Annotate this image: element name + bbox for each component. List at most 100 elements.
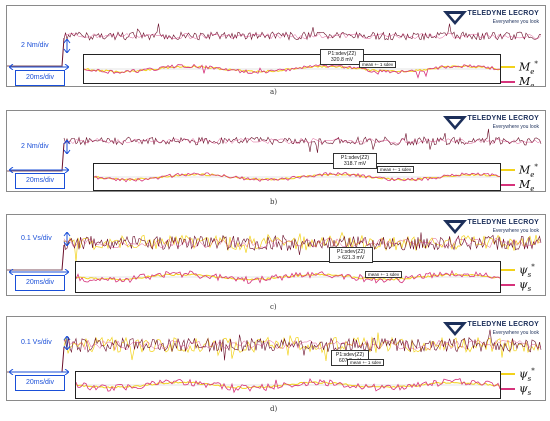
logo-mark-icon	[443, 220, 467, 234]
subfigure-label: c)	[270, 303, 277, 311]
y-scale-arrow-icon	[63, 336, 71, 350]
legend-label: Me	[519, 75, 535, 87]
measurement-box: P1:sdev(Z2) 318.7 mV	[333, 153, 377, 169]
main-trace-area	[7, 128, 542, 172]
zoom-reference-trace	[75, 272, 501, 281]
x-scale-label: 20ms/div	[15, 173, 65, 189]
logo-brand-text: TELEDYNE LECROY	[467, 10, 539, 17]
legend-label: Me*	[519, 60, 538, 76]
legend-label: ψs*	[519, 367, 535, 383]
measurement-title: P1:sdev(Z2)	[336, 249, 366, 255]
y-scale-label: 0.1 Vs/div	[21, 235, 52, 242]
legend-swatch	[501, 388, 515, 390]
subfigure-label: b)	[270, 198, 278, 206]
logo-brand-text: TELEDYNE LECROY	[467, 321, 539, 328]
overlay-trace	[64, 137, 542, 145]
legend-label: ψs	[519, 278, 532, 294]
teledyne-logo: TELEDYNE LECROY Everywhere you look	[443, 9, 539, 31]
y-scale-arrow-icon	[63, 140, 71, 154]
overlay-trace	[63, 32, 542, 40]
scope-panel-c: TELEDYNE LECROY Everywhere you look 0.1 Vs…	[6, 214, 546, 296]
zoom-inset	[83, 54, 501, 84]
legend-entry: ψs	[501, 278, 545, 294]
zoom-measured-trace	[75, 269, 501, 284]
legend-entry: ψs*	[501, 367, 545, 383]
legend: Me* Me	[501, 163, 545, 192]
logo-mark-icon	[443, 322, 467, 336]
x-scale-label: 20ms/div	[15, 70, 65, 86]
measured-trace	[63, 232, 542, 256]
measured-trace	[63, 23, 542, 41]
x-scale-arrow-icon	[9, 167, 69, 173]
legend-entry: Me	[501, 178, 545, 192]
measurement-box: P1:sdev(Z2) 320.8 mV	[320, 49, 364, 65]
logo-brand-text: TELEDYNE LECROY	[467, 219, 539, 226]
overlay-trace	[63, 237, 542, 249]
y-scale-label: 0.1 Vs/div	[21, 339, 52, 346]
legend-swatch	[501, 81, 515, 83]
logo-mark-icon	[443, 116, 467, 130]
legend-swatch	[501, 373, 515, 375]
legend-entry: Me	[501, 75, 545, 87]
measurement-value: > 621.3 mV	[337, 255, 365, 261]
teledyne-logo: TELEDYNE LECROY Everywhere you look	[443, 218, 539, 240]
main-trace-area	[7, 231, 542, 271]
scope-panel-b: TELEDYNE LECROY Everywhere you look 2 Nm/d…	[6, 110, 546, 192]
x-scale-label: 20ms/div	[15, 275, 65, 291]
logo-brand-text: TELEDYNE LECROY	[467, 115, 539, 122]
y-scale-arrow-icon	[63, 39, 71, 53]
measurement-box: P1:sdev(Z2) > 621.3 mV	[329, 247, 373, 263]
logo-tagline: Everywhere you look	[492, 228, 539, 234]
zoom-inset	[75, 371, 501, 399]
legend: ψs* ψs	[501, 263, 545, 294]
main-trace-area	[7, 23, 542, 67]
teledyne-logo: TELEDYNE LECROY Everywhere you look	[443, 114, 539, 136]
main-trace-area	[7, 329, 542, 373]
zoom-measured-trace	[93, 172, 501, 183]
mean-label: mean +- 1 sdev	[347, 359, 385, 366]
mean-label: mean +- 1 sdev	[365, 271, 403, 278]
measured-trace	[63, 329, 542, 361]
logo-mark-icon	[443, 11, 467, 25]
legend-swatch	[501, 66, 515, 68]
measurement-value: 320.8 mV	[330, 57, 354, 63]
teledyne-logo: TELEDYNE LECROY Everywhere you look	[443, 320, 539, 342]
reference-trace	[63, 231, 541, 262]
measurement-title: P1:sdev(Z2)	[335, 352, 365, 358]
subfigure-label: a)	[270, 88, 277, 96]
x-scale-arrow-icon	[9, 269, 69, 275]
legend-label: Me*	[519, 163, 538, 179]
legend-swatch	[501, 269, 515, 271]
step-trace	[7, 244, 65, 271]
logo-tagline: Everywhere you look	[492, 330, 539, 336]
legend-swatch	[501, 284, 515, 286]
zoom-trace-area	[75, 377, 501, 394]
zoom-trace-area	[83, 63, 501, 79]
scope-panel-a: TELEDYNE LECROY Everywhere you look 2 Nm/d…	[6, 5, 546, 87]
subfigure-label: d)	[270, 405, 278, 413]
measurement-title: P1:sdev(Z2)	[327, 51, 357, 57]
y-scale-label: 2 Nm/div	[21, 143, 49, 150]
logo-tagline: Everywhere you look	[492, 124, 539, 130]
legend-label: ψs*	[519, 263, 535, 279]
mean-label: mean +- 1 sdev	[377, 166, 415, 173]
zoom-trace-area	[75, 269, 501, 284]
y-scale-arrow-icon	[63, 232, 71, 246]
legend-entry: Me*	[501, 60, 545, 76]
y-scale-label: 2 Nm/div	[21, 42, 49, 49]
scope-panel-d: TELEDYNE LECROY Everywhere you look 0.1 Vs…	[6, 316, 546, 401]
mean-label: mean +- 1 sdev	[359, 61, 397, 68]
legend-entry: Me*	[501, 163, 545, 179]
measurement-title: P1:sdev(Z2)	[340, 155, 370, 161]
legend-swatch	[501, 169, 515, 171]
measurement-value: 318.7 mV	[343, 161, 367, 167]
legend-label: Me	[519, 178, 535, 192]
legend: ψs* ψs	[501, 367, 545, 398]
legend: Me* Me	[501, 60, 545, 87]
legend-label: ψs	[519, 382, 532, 398]
zoom-trace-area	[93, 172, 501, 183]
legend-swatch	[501, 184, 515, 186]
zoom-inset	[93, 163, 501, 191]
x-scale-arrow-icon	[9, 64, 69, 70]
